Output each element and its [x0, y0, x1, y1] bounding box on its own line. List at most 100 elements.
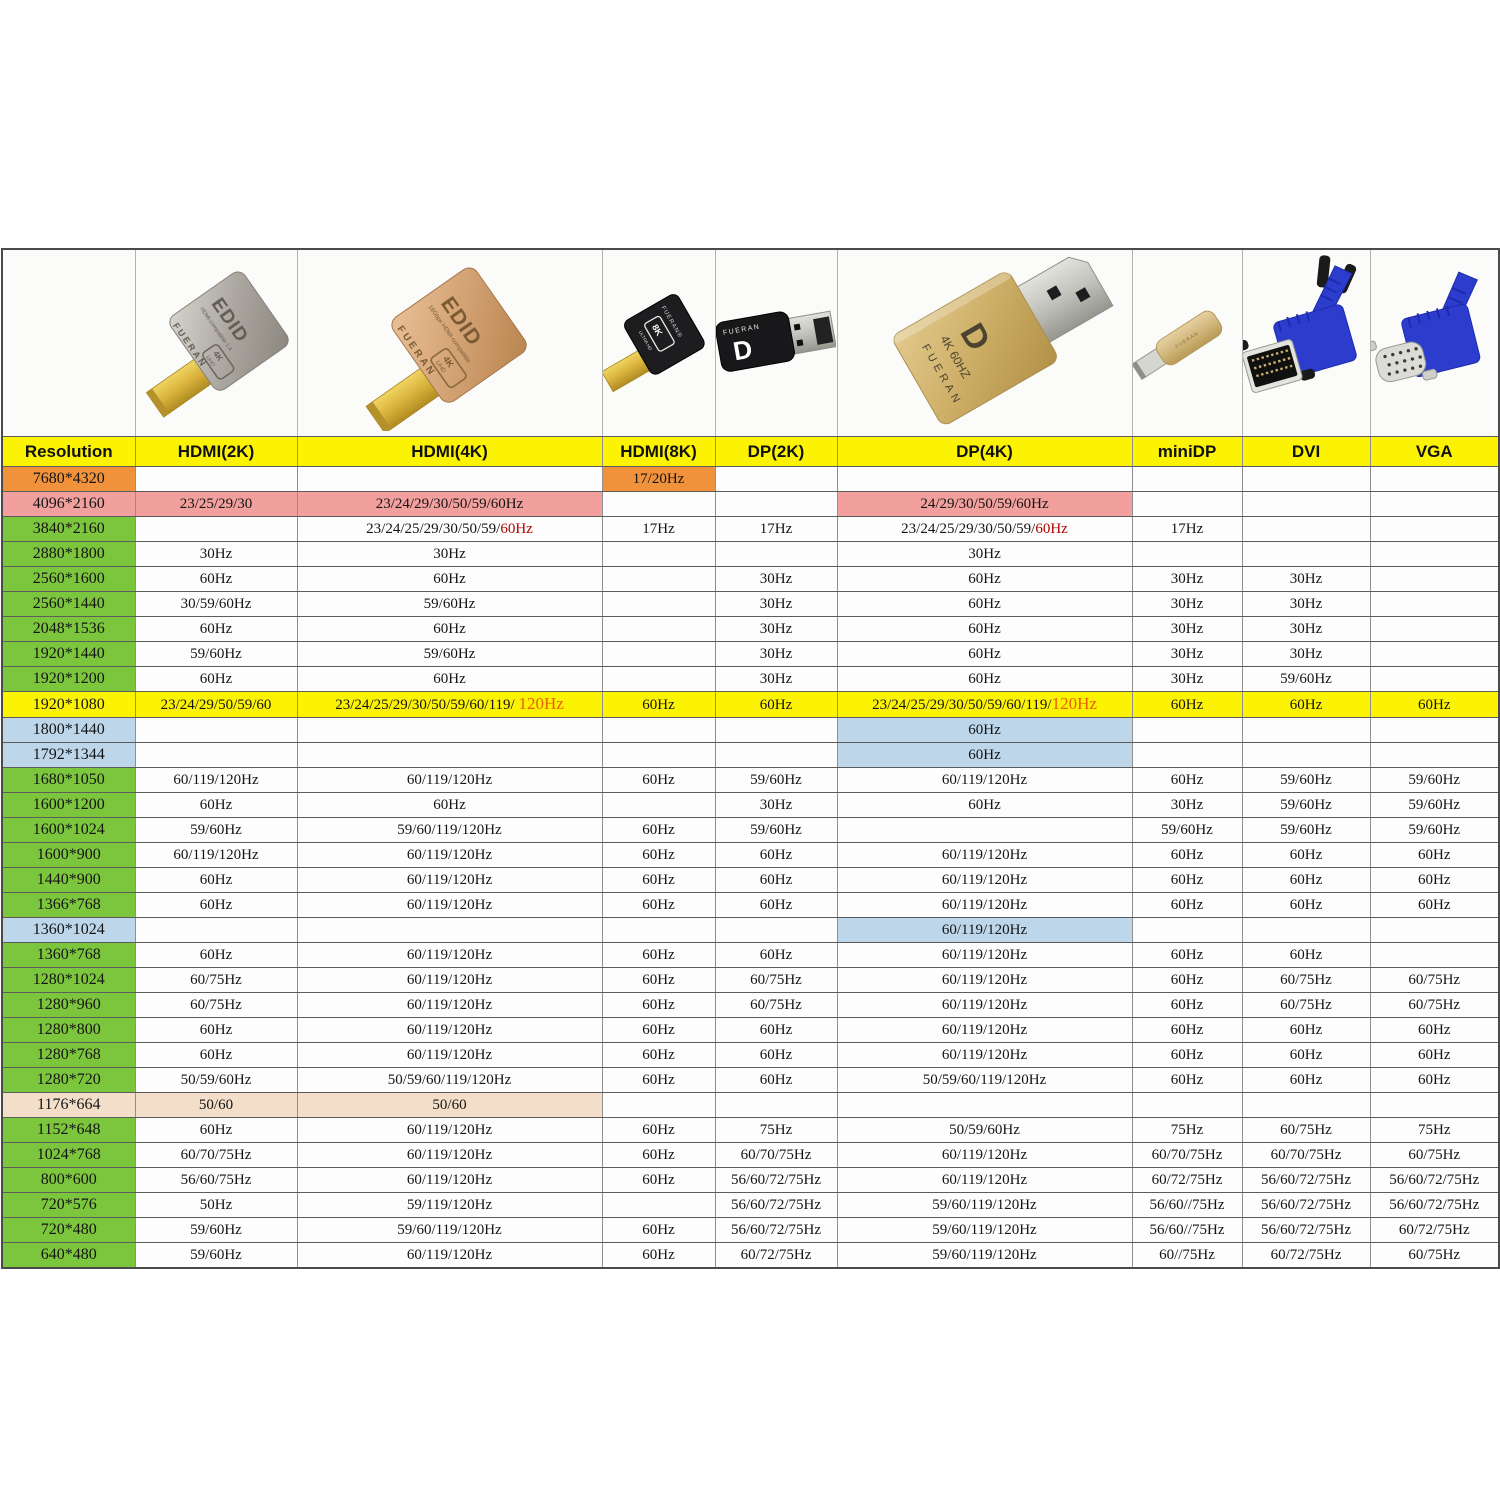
- cell-hdmi2k: 60Hz: [134, 1042, 298, 1068]
- cell-dp4k: 60Hz: [836, 566, 1133, 592]
- cell-hdmi4k: [296, 466, 603, 492]
- cell-minidp: 60Hz: [1131, 892, 1243, 918]
- vga-pins: [1383, 347, 1422, 376]
- cell-dp4k: 59/60/119/120Hz: [836, 1242, 1133, 1269]
- cell-hdmi8k: [601, 717, 716, 743]
- cell-dvi: 60Hz: [1241, 1042, 1371, 1068]
- table-row: 1280*768 60Hz 60/119/120Hz 60Hz 60Hz 60/119/1…: [1, 1042, 1500, 1068]
- cell-minidp: [1131, 541, 1243, 567]
- cell-dp2k: 60/75Hz: [714, 992, 838, 1018]
- cell-hdmi8k: 60Hz: [601, 1142, 716, 1168]
- cell-hdmi2k: 60Hz: [134, 566, 298, 592]
- cell-dvi: 56/60/72/75Hz: [1241, 1167, 1371, 1193]
- cell-minidp: 17Hz: [1131, 516, 1243, 542]
- cell-vga: 56/60/72/75Hz: [1369, 1192, 1500, 1218]
- cell-text-segment: 23/24/25/29/30/50/59/60/119/: [335, 697, 519, 713]
- cell-hdmi2k: 60Hz: [134, 792, 298, 818]
- cell-minidp: 60Hz: [1131, 967, 1243, 993]
- cell-hdmi8k: 60Hz: [601, 817, 716, 843]
- cell-vga: [1369, 491, 1500, 517]
- cell-hdmi4k: 59/60Hz: [296, 591, 603, 617]
- resolution-label: 1280*768: [1, 1042, 136, 1068]
- cell-hdmi2k: 60Hz: [134, 616, 298, 642]
- cell-hdmi4k: 60Hz: [296, 792, 603, 818]
- cell-hdmi4k: 60/119/120Hz: [296, 1142, 603, 1168]
- cell-dvi: [1241, 1092, 1371, 1118]
- cell-dp2k: 56/60/72/75Hz: [714, 1192, 838, 1218]
- cell-vga: [1369, 917, 1500, 943]
- cell-hdmi2k: 60Hz: [134, 867, 298, 893]
- cell-vga: [1369, 466, 1500, 492]
- adapter-body: [169, 271, 289, 391]
- cell-dp2k: [714, 1092, 838, 1118]
- cell-vga: 59/60Hz: [1369, 792, 1500, 818]
- cable-stub: [1312, 255, 1357, 316]
- cell-dp2k: 75Hz: [714, 1117, 838, 1143]
- cell-hdmi8k: [601, 491, 716, 517]
- cell-hdmi2k: 60Hz: [134, 1017, 298, 1043]
- cell-vga: 56/60/72/75Hz: [1369, 1167, 1500, 1193]
- uhd-badge: [644, 315, 675, 352]
- cell-dvi: 59/60Hz: [1241, 817, 1371, 843]
- cell-hdmi4k: [296, 742, 603, 768]
- cell-vga: [1369, 591, 1500, 617]
- cell-dp2k: 30Hz: [714, 616, 838, 642]
- cell-dp4k: 60/119/120Hz: [836, 842, 1133, 868]
- resolution-label: 2048*1536: [1, 616, 136, 642]
- cell-hdmi8k: 60Hz: [601, 992, 716, 1018]
- cell-hdmi4k: 60/119/120Hz: [296, 842, 603, 868]
- cell-hdmi2k: 23/24/29/50/59/60: [134, 691, 298, 718]
- resolution-label: 4096*2160: [1, 491, 136, 517]
- cell-hdmi8k: [601, 566, 716, 592]
- hdmi-8k-adapter-image: FUERAN® 8K ULTRA HD: [603, 294, 705, 393]
- cell-dp4k: 60/119/120Hz: [836, 1142, 1133, 1168]
- table-row: 1800*1440 60Hz: [1, 717, 1500, 743]
- screw-post: [1421, 368, 1438, 381]
- cell-hdmi8k: 60Hz: [601, 1042, 716, 1068]
- column-header: VGA: [1369, 436, 1500, 467]
- table-row: 1440*900 60Hz 60/119/120Hz 60Hz 60Hz 60/119/1…: [1, 867, 1500, 893]
- column-header: DP(2K): [714, 436, 838, 467]
- cell-hdmi4k: 60/119/120Hz: [296, 1117, 603, 1143]
- table-row: 1920*1440 59/60Hz 59/60Hz 30Hz 60Hz 30Hz 30Hz: [1, 641, 1500, 667]
- resolution-label: 1920*1200: [1, 666, 136, 692]
- table-row: 1024*768 60/70/75Hz 60/119/120Hz 60Hz 60/70/…: [1, 1142, 1500, 1168]
- cell-dp2k: 59/60Hz: [714, 767, 838, 793]
- cell-minidp: 75Hz: [1131, 1117, 1243, 1143]
- adapter-body: [391, 267, 527, 403]
- cell-vga: 60Hz: [1369, 892, 1500, 918]
- cell-dvi: 60/75Hz: [1241, 1117, 1371, 1143]
- cell-minidp: [1131, 1092, 1243, 1118]
- cell-hdmi2k: 60Hz: [134, 892, 298, 918]
- cell-dp2k: 30Hz: [714, 792, 838, 818]
- resolution-label: 7680*4320: [1, 466, 136, 492]
- table-row: 1360*768 60Hz 60/119/120Hz 60Hz 60Hz 60/119/1…: [1, 942, 1500, 968]
- cell-hdmi2k: 60Hz: [134, 942, 298, 968]
- cell-dp4k: 60Hz: [836, 641, 1133, 667]
- cell-hdmi8k: [601, 1192, 716, 1218]
- resolution-label: 1176*664: [1, 1092, 136, 1118]
- cell-hdmi4k: 60/119/120Hz: [296, 767, 603, 793]
- cell-minidp: [1131, 466, 1243, 492]
- table-row: 1360*1024 60/119/120Hz: [1, 917, 1500, 943]
- cell-dvi: 60Hz: [1241, 842, 1371, 868]
- cell-dp4k: 59/60/119/120Hz: [836, 1192, 1133, 1218]
- cell-vga: [1369, 566, 1500, 592]
- cell-dp2k: 59/60Hz: [714, 817, 838, 843]
- resolution-label: 800*600: [1, 1167, 136, 1193]
- cell-hdmi2k: 30/59/60Hz: [134, 591, 298, 617]
- resolution-label: 1920*1440: [1, 641, 136, 667]
- cell-dp4k: 60/119/120Hz: [836, 767, 1133, 793]
- cell-dvi: 60/70/75Hz: [1241, 1142, 1371, 1168]
- cell-dp4k: 60Hz: [836, 616, 1133, 642]
- product-image-vga: [1369, 248, 1500, 437]
- table-row: 2048*1536 60Hz 60Hz 30Hz 60Hz 30Hz 30Hz: [1, 616, 1500, 642]
- uhd-badge: [202, 344, 235, 380]
- column-header: HDMI(4K): [296, 436, 603, 467]
- cell-vga: 60/75Hz: [1369, 1142, 1500, 1168]
- cell-dp4k: 23/24/25/29/30/50/59/60Hz: [836, 516, 1133, 542]
- cell-hdmi8k: 60Hz: [601, 1167, 716, 1193]
- cell-vga: 60Hz: [1369, 867, 1500, 893]
- resolution-label: 1360*768: [1, 942, 136, 968]
- cell-minidp: [1131, 742, 1243, 768]
